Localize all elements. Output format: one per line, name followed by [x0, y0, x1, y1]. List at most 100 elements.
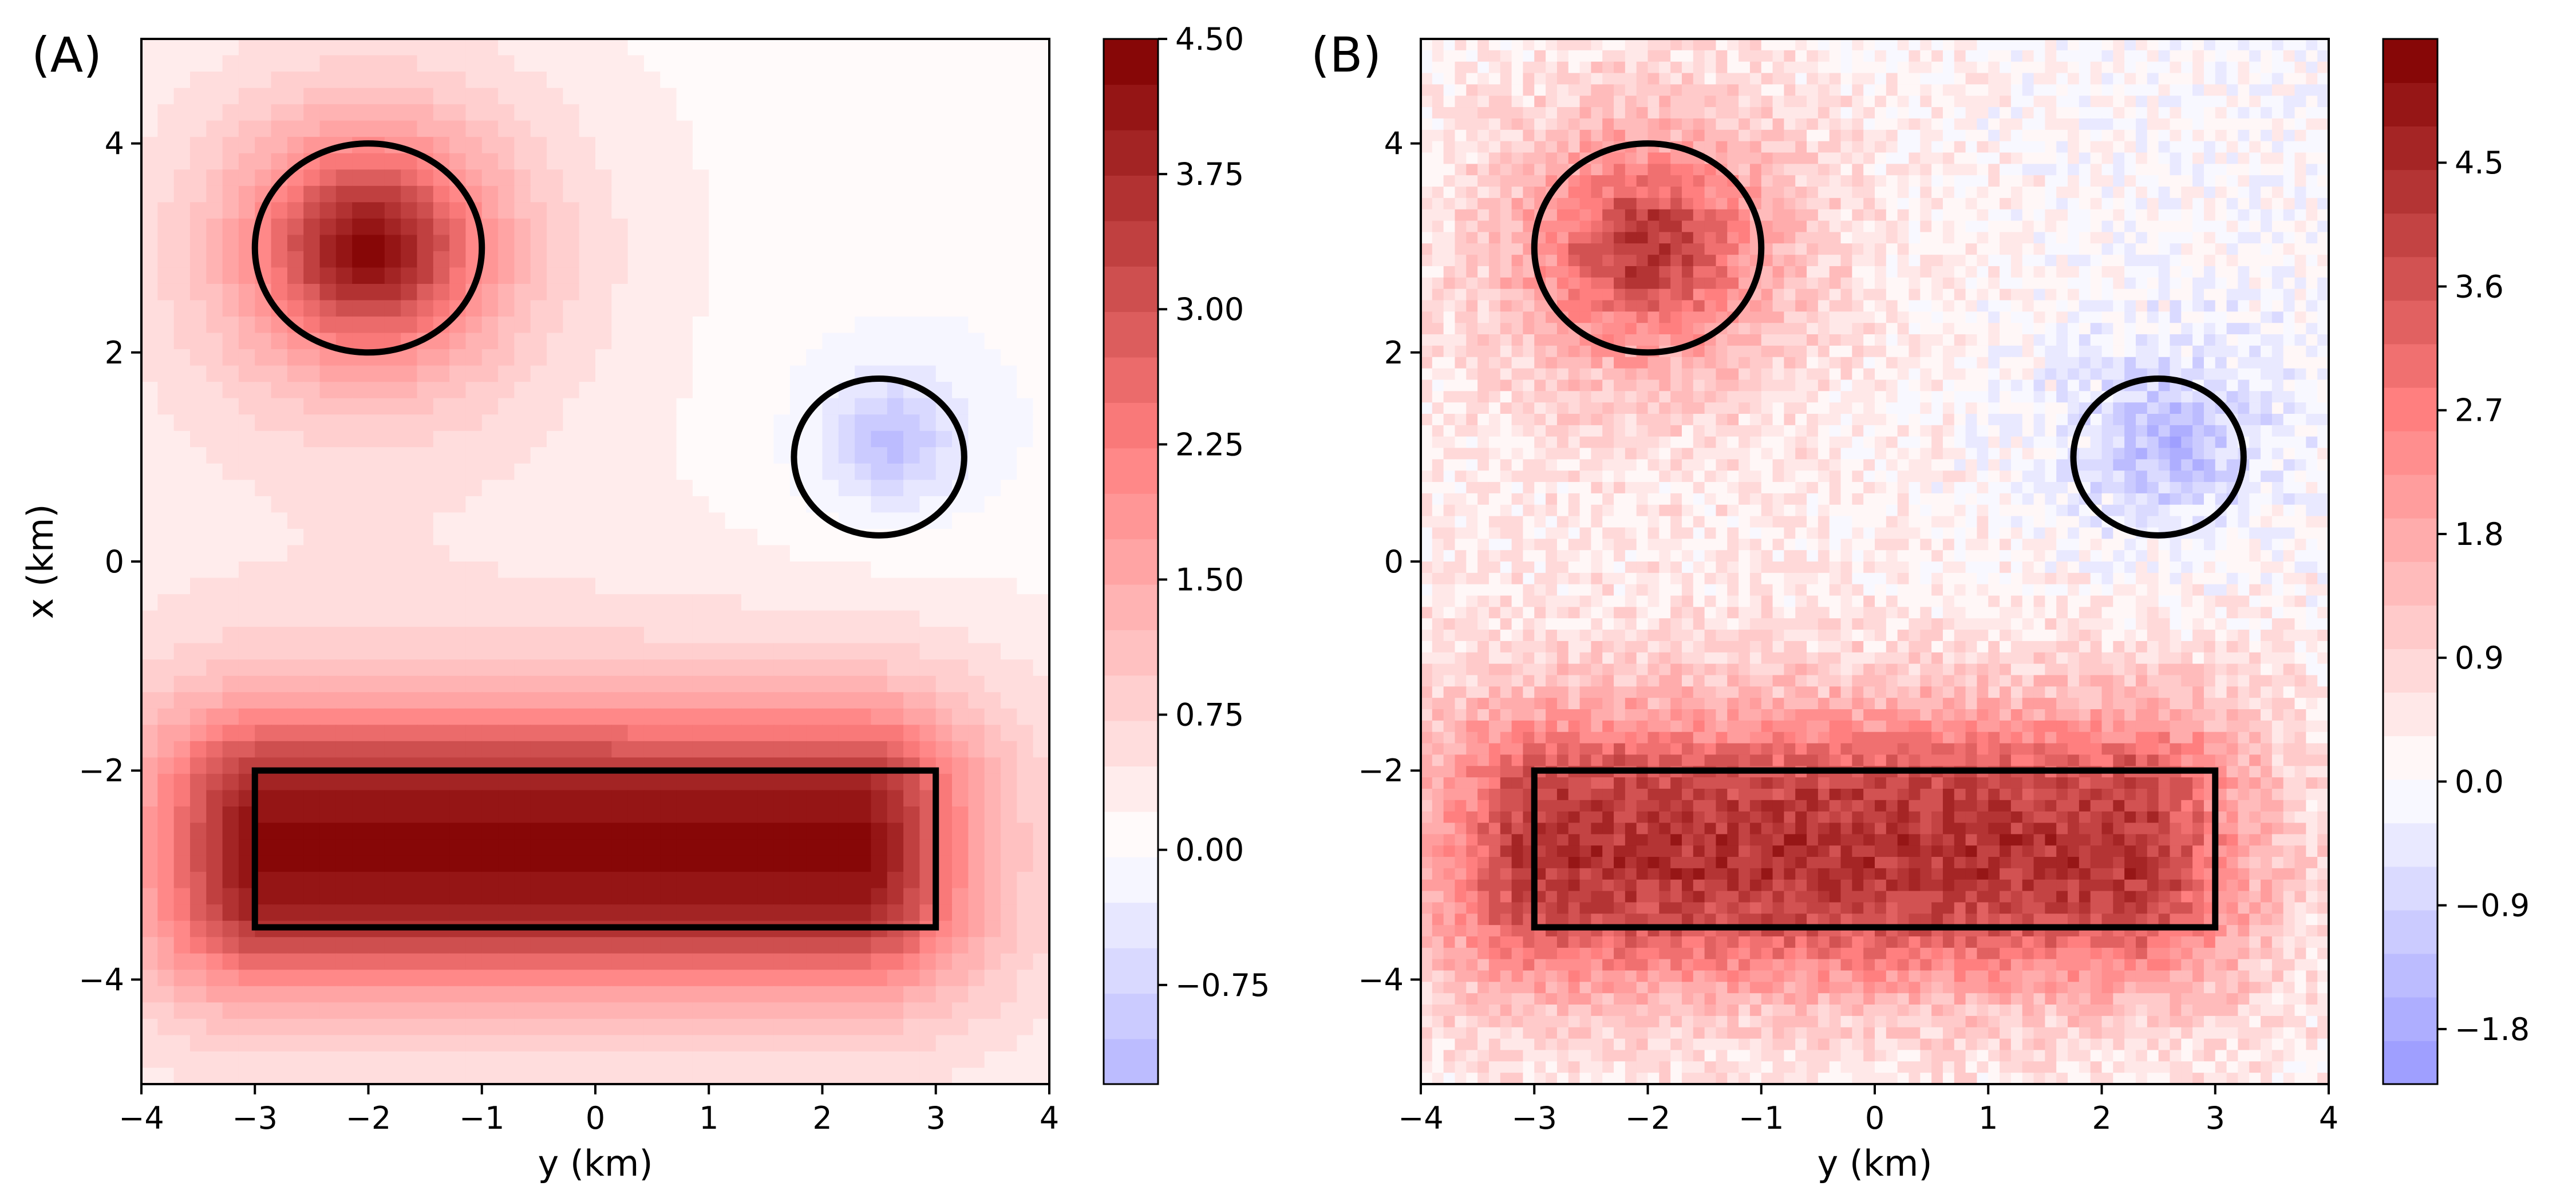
contour-cell	[676, 839, 693, 856]
contour-cell	[903, 251, 920, 268]
contour-cell	[952, 202, 969, 219]
contour-cell	[1875, 61, 1887, 74]
contour-cell	[789, 823, 807, 840]
contour-cell	[401, 855, 418, 872]
contour-cell	[1807, 220, 1819, 233]
contour-cell	[1602, 84, 1614, 97]
contour-cell	[709, 55, 726, 72]
contour-cell	[498, 55, 515, 72]
contour-cell	[319, 365, 337, 382]
contour-cell	[838, 300, 855, 317]
contour-cell	[611, 349, 629, 366]
contour-cell	[2238, 164, 2250, 176]
contour-cell	[1886, 96, 1898, 108]
contour-cell	[789, 741, 807, 758]
contour-cell	[773, 741, 791, 758]
contour-cell	[1784, 84, 1796, 97]
contour-cell	[547, 398, 564, 416]
contour-cell	[709, 72, 726, 89]
contour-cell	[1829, 187, 1842, 199]
contour-cell	[206, 169, 223, 187]
contour-cell	[789, 169, 807, 187]
contour-cell	[1807, 197, 1819, 210]
contour-cell	[1977, 61, 1989, 74]
contour-cell	[1942, 61, 1955, 74]
contour-cell	[1432, 96, 1444, 108]
contour-cell	[303, 970, 321, 987]
contour-cell	[919, 1002, 937, 1019]
contour-cell	[368, 594, 385, 611]
contour-cell	[2226, 187, 2239, 199]
contour-cell	[660, 496, 677, 513]
contour-cell	[287, 675, 305, 693]
contour-cell	[1477, 50, 1490, 62]
contour-cell	[887, 235, 904, 252]
contour-cell	[2033, 61, 2046, 74]
contour-cell	[952, 104, 969, 121]
contour-cell	[903, 823, 920, 840]
contour-cell	[1579, 209, 1592, 222]
contour-cell	[498, 528, 515, 546]
contour-cell	[189, 365, 207, 382]
contour-cell	[498, 562, 515, 579]
contour-cell	[563, 72, 580, 89]
contour-cell	[1931, 152, 1943, 165]
contour-cell	[676, 953, 693, 971]
contour-cell	[481, 512, 499, 529]
contour-cell	[303, 627, 321, 644]
contour-cell	[481, 659, 499, 677]
contour-cell	[319, 839, 337, 856]
contour-cell	[157, 235, 175, 252]
contour-cell	[871, 937, 888, 954]
contour-cell	[2113, 84, 2125, 97]
contour-cell	[595, 953, 613, 971]
contour-cell	[1033, 185, 1050, 203]
contour-cell	[157, 202, 175, 219]
contour-cell	[141, 104, 159, 121]
contour-cell	[822, 659, 839, 677]
contour-cell	[206, 773, 223, 791]
contour-cell	[2238, 39, 2250, 51]
contour-cell	[2090, 175, 2103, 187]
contour-cell	[741, 169, 758, 187]
contour-cell	[789, 545, 807, 562]
contour-cell	[433, 72, 450, 89]
contour-cell	[255, 480, 272, 497]
contour-cell	[335, 578, 353, 595]
contour-cell	[1659, 73, 1671, 85]
contour-cell	[335, 72, 353, 89]
contour-cell	[838, 675, 855, 693]
contour-cell	[2238, 152, 2250, 165]
contour-cell	[157, 398, 175, 416]
contour-cell	[725, 725, 742, 742]
contour-cell	[1659, 164, 1671, 176]
contour-cell	[514, 398, 531, 416]
contour-cell	[1523, 73, 1535, 85]
contour-cell	[725, 300, 742, 317]
contour-cell	[968, 398, 985, 416]
contour-cell	[465, 72, 483, 89]
contour-cell	[1875, 84, 1887, 97]
contour-cell	[287, 773, 305, 791]
contour-cell	[806, 365, 823, 382]
contour-cell	[401, 790, 418, 807]
contour-cell	[498, 1051, 515, 1069]
contour-cell	[887, 480, 904, 497]
contour-cell	[757, 365, 775, 382]
contour-cell	[547, 88, 564, 105]
contour-cell	[741, 594, 758, 611]
contour-cell	[1488, 61, 1501, 74]
contour-cell	[1455, 164, 1467, 176]
contour-cell	[352, 512, 369, 529]
contour-cell	[968, 855, 985, 872]
contour-cell	[417, 251, 434, 268]
contour-cell	[498, 104, 515, 121]
contour-cell	[498, 741, 515, 758]
contour-cell	[255, 382, 272, 399]
contour-cell	[481, 773, 499, 791]
contour-cell	[1795, 129, 1807, 142]
contour-cell	[2261, 187, 2273, 199]
contour-cell	[741, 1002, 758, 1019]
contour-cell	[627, 169, 645, 187]
